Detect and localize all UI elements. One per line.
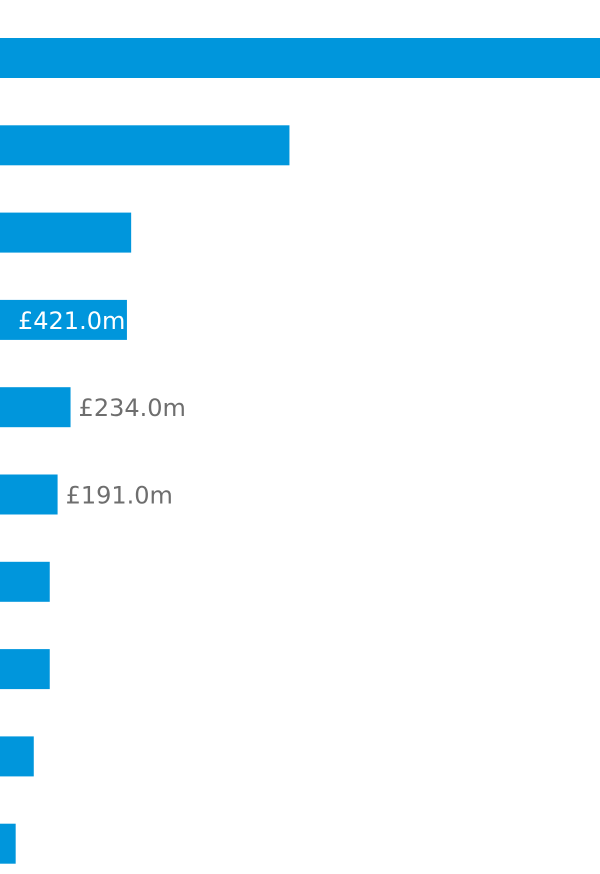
bar-10 [0,823,16,864]
bar-1 [0,38,600,78]
bar-2 [0,125,290,166]
bar-5 [0,387,71,428]
bar-6 [0,474,58,515]
bar-7 [0,561,50,602]
bar-4 [0,299,127,340]
bar-8 [0,649,50,690]
bar-3 [0,212,132,253]
bar-9 [0,736,34,777]
bar-6-value-label: £191.0m [66,482,173,510]
bar-5-value-label: £234.0m [79,394,186,422]
bar-4-value-label: £421.0m [18,307,125,335]
